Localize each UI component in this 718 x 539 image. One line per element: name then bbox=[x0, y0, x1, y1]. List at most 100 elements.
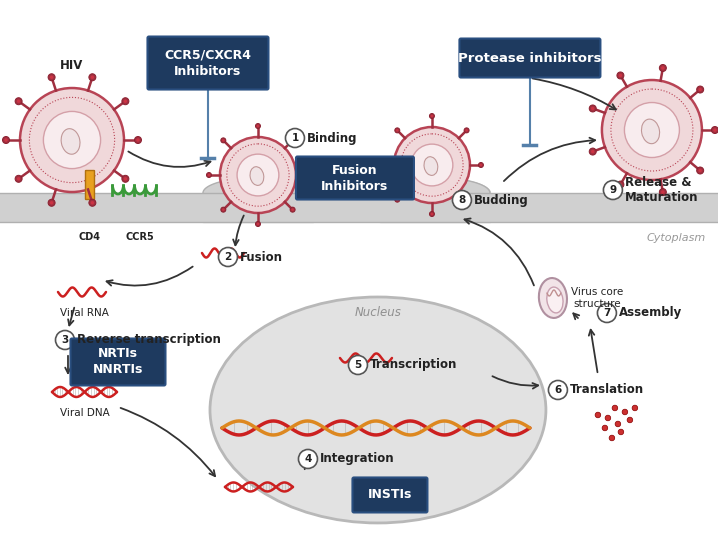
Circle shape bbox=[411, 144, 453, 186]
Circle shape bbox=[55, 330, 75, 349]
Circle shape bbox=[292, 209, 294, 211]
Circle shape bbox=[699, 88, 702, 91]
Text: CCR5: CCR5 bbox=[126, 232, 154, 242]
Circle shape bbox=[478, 163, 483, 168]
Circle shape bbox=[625, 102, 679, 157]
Circle shape bbox=[50, 201, 53, 204]
Circle shape bbox=[222, 209, 225, 211]
Circle shape bbox=[396, 198, 398, 201]
Circle shape bbox=[256, 123, 261, 128]
Circle shape bbox=[290, 207, 295, 212]
Circle shape bbox=[208, 174, 210, 176]
FancyBboxPatch shape bbox=[460, 38, 600, 78]
Circle shape bbox=[480, 164, 482, 166]
Ellipse shape bbox=[424, 157, 438, 175]
Text: Viral DNA: Viral DNA bbox=[60, 408, 110, 418]
Circle shape bbox=[602, 425, 607, 431]
FancyBboxPatch shape bbox=[296, 156, 414, 199]
Text: 3: 3 bbox=[61, 335, 69, 345]
Text: Virus core
structure: Virus core structure bbox=[571, 287, 623, 309]
Text: Translation: Translation bbox=[570, 383, 644, 397]
Text: 9: 9 bbox=[610, 185, 617, 195]
Circle shape bbox=[256, 222, 261, 226]
Circle shape bbox=[348, 356, 368, 375]
Circle shape bbox=[50, 75, 53, 79]
Circle shape bbox=[696, 167, 704, 174]
Circle shape bbox=[218, 247, 238, 266]
Circle shape bbox=[299, 450, 317, 468]
Text: 6: 6 bbox=[554, 385, 561, 395]
Circle shape bbox=[619, 183, 623, 186]
Circle shape bbox=[429, 211, 434, 217]
Circle shape bbox=[602, 80, 702, 180]
Circle shape bbox=[713, 128, 717, 132]
Circle shape bbox=[394, 127, 470, 203]
Circle shape bbox=[609, 435, 615, 441]
Circle shape bbox=[597, 303, 617, 322]
Ellipse shape bbox=[210, 297, 546, 523]
Text: CD4: CD4 bbox=[79, 232, 101, 242]
Circle shape bbox=[612, 405, 617, 411]
Circle shape bbox=[591, 107, 595, 110]
Text: 7: 7 bbox=[603, 308, 610, 318]
Circle shape bbox=[396, 129, 398, 132]
Circle shape bbox=[304, 172, 309, 177]
Circle shape bbox=[286, 128, 304, 148]
Ellipse shape bbox=[547, 287, 563, 313]
Circle shape bbox=[659, 189, 666, 196]
Text: Cytoplasm: Cytoplasm bbox=[647, 233, 706, 243]
Circle shape bbox=[699, 169, 702, 172]
Circle shape bbox=[2, 136, 9, 143]
Circle shape bbox=[123, 177, 127, 181]
Text: Fusion
Inhibitors: Fusion Inhibitors bbox=[322, 163, 388, 192]
Circle shape bbox=[220, 137, 296, 213]
Text: NRTIs
NNRTIs: NRTIs NNRTIs bbox=[93, 348, 143, 376]
Circle shape bbox=[292, 139, 294, 142]
Circle shape bbox=[122, 175, 129, 182]
FancyBboxPatch shape bbox=[85, 170, 95, 199]
Circle shape bbox=[90, 75, 94, 79]
Circle shape bbox=[431, 115, 433, 118]
Ellipse shape bbox=[61, 129, 80, 154]
Circle shape bbox=[395, 128, 400, 133]
Circle shape bbox=[615, 421, 621, 427]
FancyBboxPatch shape bbox=[70, 338, 165, 385]
Circle shape bbox=[627, 417, 633, 423]
Circle shape bbox=[15, 175, 22, 182]
Circle shape bbox=[429, 114, 434, 119]
Text: Assembly: Assembly bbox=[619, 307, 682, 320]
Circle shape bbox=[632, 405, 638, 411]
Circle shape bbox=[89, 199, 96, 206]
Text: Transcription: Transcription bbox=[370, 358, 457, 371]
Text: Viral RNA: Viral RNA bbox=[60, 308, 109, 318]
Circle shape bbox=[605, 415, 611, 421]
Circle shape bbox=[661, 190, 665, 194]
Circle shape bbox=[134, 136, 141, 143]
Text: 4: 4 bbox=[304, 454, 312, 464]
Circle shape bbox=[222, 139, 225, 142]
Circle shape bbox=[618, 429, 624, 435]
Circle shape bbox=[464, 197, 469, 202]
Circle shape bbox=[619, 74, 623, 77]
Circle shape bbox=[431, 213, 433, 215]
Ellipse shape bbox=[641, 119, 660, 144]
Circle shape bbox=[89, 74, 96, 81]
Circle shape bbox=[659, 65, 666, 72]
Text: 5: 5 bbox=[354, 360, 362, 370]
Circle shape bbox=[464, 128, 469, 133]
Text: Reverse transcription: Reverse transcription bbox=[77, 334, 221, 347]
Text: Release &
Maturation: Release & Maturation bbox=[625, 176, 699, 204]
Circle shape bbox=[136, 139, 140, 142]
FancyBboxPatch shape bbox=[147, 37, 269, 89]
Circle shape bbox=[20, 88, 124, 192]
Circle shape bbox=[221, 207, 226, 212]
Circle shape bbox=[381, 163, 386, 168]
Text: HIV: HIV bbox=[60, 59, 84, 72]
Text: CCR5/CXCR4
Inhibitors: CCR5/CXCR4 Inhibitors bbox=[164, 49, 251, 78]
Circle shape bbox=[661, 66, 665, 70]
Circle shape bbox=[123, 100, 127, 103]
Circle shape bbox=[207, 172, 212, 177]
Text: 1: 1 bbox=[292, 133, 299, 143]
Bar bbox=[0, 193, 718, 222]
Text: 2: 2 bbox=[224, 252, 232, 262]
